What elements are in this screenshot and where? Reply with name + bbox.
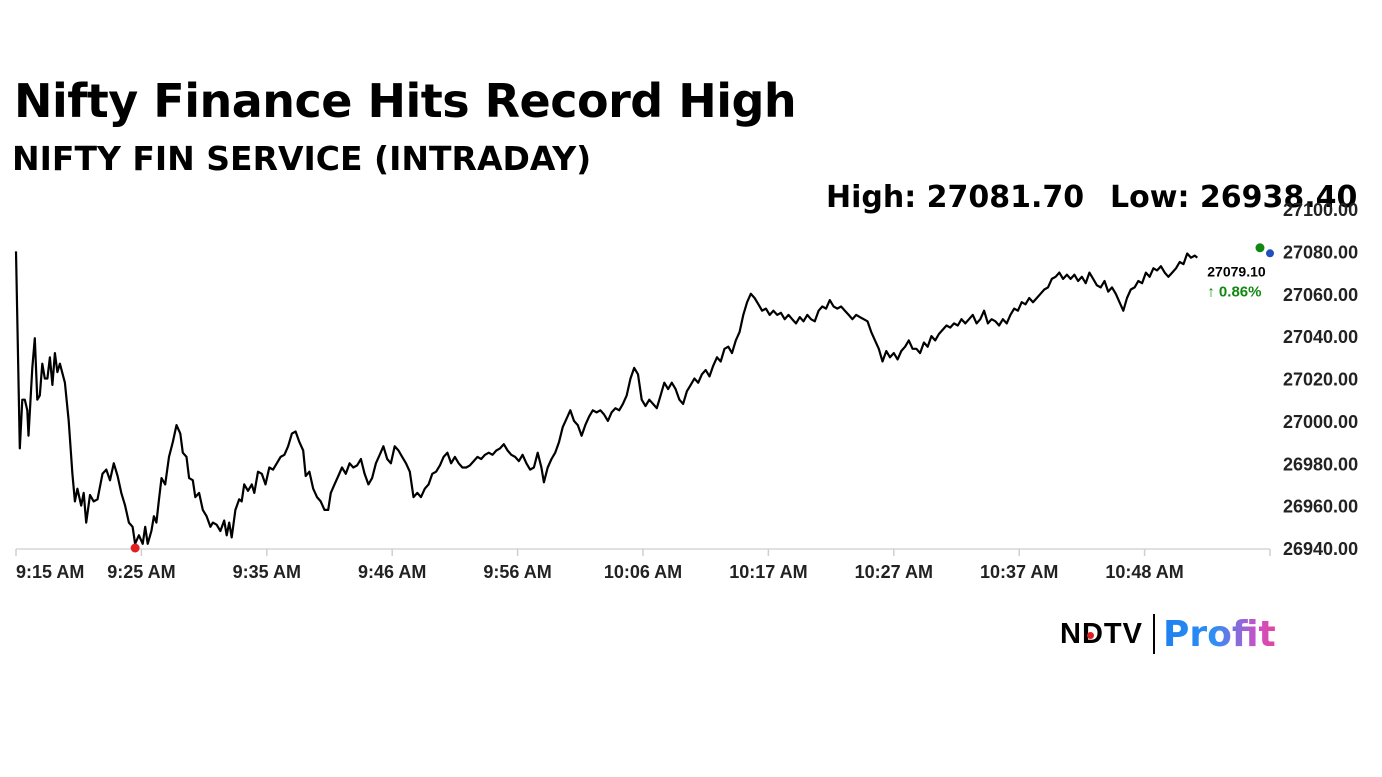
x-tick-label: 9:56 AM xyxy=(483,562,551,582)
y-tick-label: 26980.00 xyxy=(1283,454,1358,474)
day-low-marker xyxy=(130,543,140,553)
y-tick-label: 27060.00 xyxy=(1283,285,1358,305)
chart-subtitle: NIFTY FIN SERVICE (INTRADAY) xyxy=(12,139,592,178)
y-tick-label: 27000.00 xyxy=(1283,412,1358,432)
x-tick-label: 9:15 AM xyxy=(16,562,84,582)
y-axis: 26940.00 26960.00 26980.00 27000.00 27020.00… xyxy=(1283,200,1358,559)
x-tick-label: 10:27 AM xyxy=(855,562,933,582)
y-tick-label: 27100.00 xyxy=(1283,200,1358,220)
logo-divider xyxy=(1152,614,1155,654)
day-high-stat: High: 27081.70 xyxy=(826,180,1085,215)
ndtv-wordmark: NDTV xyxy=(1060,617,1143,650)
y-tick-label: 26940.00 xyxy=(1283,539,1358,559)
x-tick-label: 10:48 AM xyxy=(1105,562,1183,582)
ndtv-profit-logo: NDTV Profit xyxy=(1060,612,1276,656)
day-high-marker xyxy=(1255,243,1265,253)
last-price-marker xyxy=(1266,249,1274,258)
price-series-line xyxy=(14,251,1199,545)
x-tick-label: 9:25 AM xyxy=(107,562,175,582)
x-tick-label: 9:35 AM xyxy=(233,562,301,582)
logo-dot-icon xyxy=(1087,631,1094,639)
y-tick-label: 27040.00 xyxy=(1283,327,1358,347)
x-tick-label: 10:06 AM xyxy=(604,562,682,582)
day-low-stat: Low: 26938.40 xyxy=(1110,180,1358,215)
last-price-label: 27079.10 xyxy=(1207,264,1266,280)
y-tick-label: 27020.00 xyxy=(1283,370,1358,390)
y-tick-label: 27080.00 xyxy=(1283,242,1358,262)
profit-wordmark: Profit xyxy=(1162,613,1276,655)
x-axis: 9:15 AM 9:25 AM 9:35 AM 9:46 AM 9:56 AM 10:06… xyxy=(15,548,1271,582)
y-tick-label: 26960.00 xyxy=(1283,497,1358,517)
percent-change-label: ↑ 0.86% xyxy=(1207,284,1261,301)
x-tick-label: 9:46 AM xyxy=(358,562,426,582)
x-tick-label: 10:37 AM xyxy=(980,562,1058,582)
page-title: Nifty Finance Hits Record High xyxy=(14,74,797,128)
x-tick-label: 10:17 AM xyxy=(729,562,807,582)
